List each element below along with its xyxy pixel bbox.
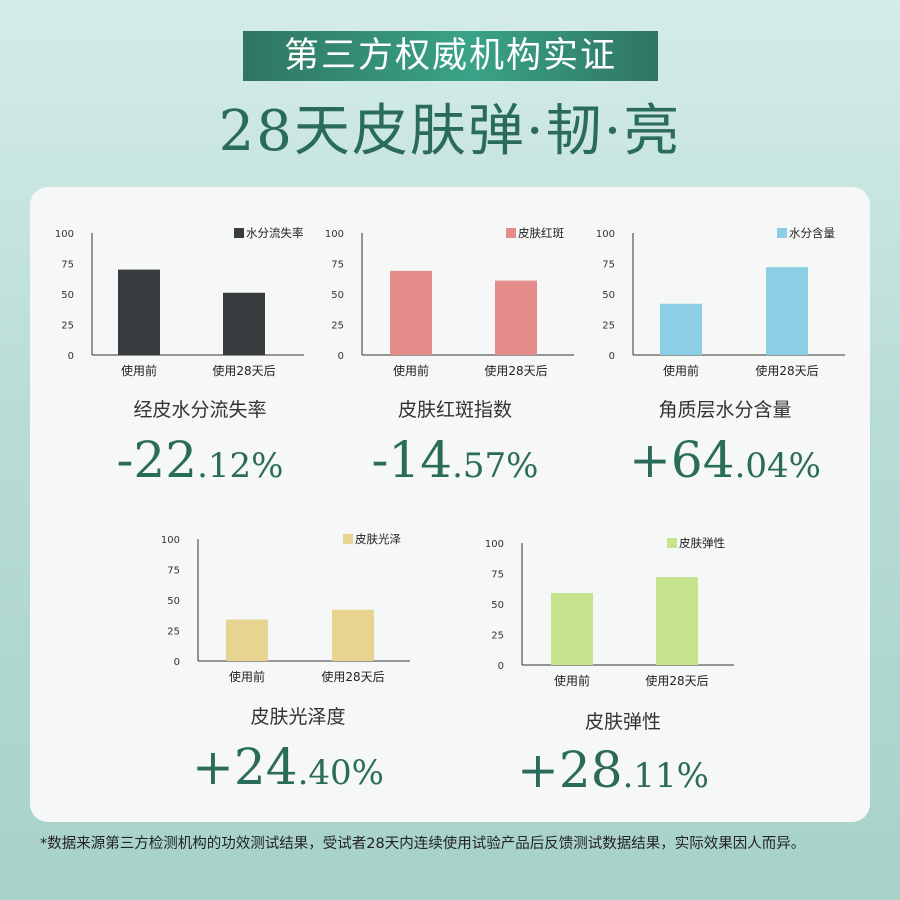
metric-label-3: 皮肤光泽度 bbox=[250, 706, 346, 728]
metric-label-2: 角质层水分含量 bbox=[658, 399, 792, 421]
y-tick-label-2-3: 75 bbox=[602, 260, 615, 271]
legend-swatch-1 bbox=[506, 228, 516, 238]
y-tick-label-4-1: 25 bbox=[491, 631, 504, 642]
legend-swatch-2 bbox=[777, 228, 787, 238]
metric-change-2: +64.04% bbox=[595, 430, 855, 496]
metric-change-4: +28.11% bbox=[483, 740, 743, 806]
x-tick-label-0-1: 使用28天后 bbox=[212, 363, 275, 378]
x-tick-label-4-1: 使用28天后 bbox=[645, 673, 708, 688]
metric-label-4: 皮肤弹性 bbox=[584, 711, 661, 733]
y-tick-label-3-4: 100 bbox=[161, 535, 180, 546]
metric-change-main-0: -22 bbox=[116, 431, 198, 489]
bar-4-0 bbox=[551, 593, 593, 665]
legend-label-4: 皮肤弹性 bbox=[679, 536, 725, 550]
y-tick-label-1-3: 75 bbox=[331, 260, 344, 271]
y-tick-label-2-4: 100 bbox=[596, 229, 615, 240]
y-tick-label-4-4: 100 bbox=[485, 539, 504, 550]
y-tick-label-0-4: 100 bbox=[55, 229, 74, 240]
y-tick-label-0-3: 75 bbox=[61, 260, 74, 271]
legend-label-1: 皮肤红斑 bbox=[518, 226, 564, 240]
legend-swatch-3 bbox=[343, 534, 353, 544]
bar-0-0 bbox=[118, 269, 160, 355]
metric-change-main-3: +24 bbox=[192, 738, 298, 796]
bar-3-0 bbox=[226, 619, 268, 661]
y-tick-label-1-0: 0 bbox=[338, 351, 344, 362]
y-tick-label-0-1: 25 bbox=[61, 321, 74, 332]
legend-swatch-4 bbox=[667, 538, 677, 548]
legend-label-2: 水分含量 bbox=[789, 226, 835, 240]
y-tick-label-0-2: 50 bbox=[61, 290, 74, 301]
y-tick-label-4-2: 50 bbox=[491, 600, 504, 611]
metric-label-0: 经皮水分流失率 bbox=[133, 399, 267, 421]
y-tick-label-2-0: 0 bbox=[609, 351, 615, 362]
headline: 28天皮肤弹·韧·亮 bbox=[218, 99, 682, 164]
metric-change-0: -22.12% bbox=[70, 430, 330, 496]
y-tick-label-1-2: 50 bbox=[331, 290, 344, 301]
y-tick-label-4-3: 75 bbox=[491, 570, 504, 581]
footnote: *数据来源第三方检测机构的功效测试结果，受试者28天内连续使用试验产品后反馈测试… bbox=[40, 836, 806, 852]
metric-change-1: -14.57% bbox=[325, 430, 585, 496]
x-tick-label-2-0: 使用前 bbox=[663, 363, 699, 378]
y-tick-label-3-1: 25 bbox=[167, 627, 180, 638]
bar-2-0 bbox=[660, 303, 702, 355]
x-tick-label-1-1: 使用28天后 bbox=[484, 363, 547, 378]
y-tick-label-3-3: 75 bbox=[167, 566, 180, 577]
x-tick-label-4-0: 使用前 bbox=[554, 673, 590, 688]
bar-2-1 bbox=[766, 267, 808, 355]
x-tick-label-2-1: 使用28天后 bbox=[755, 363, 818, 378]
y-tick-label-0-0: 0 bbox=[68, 351, 74, 362]
x-tick-label-3-0: 使用前 bbox=[229, 669, 265, 684]
x-tick-label-0-0: 使用前 bbox=[121, 363, 157, 378]
x-tick-label-3-1: 使用28天后 bbox=[321, 669, 384, 684]
y-tick-label-2-1: 25 bbox=[602, 321, 615, 332]
y-tick-label-1-1: 25 bbox=[331, 321, 344, 332]
metric-change-main-1: -14 bbox=[371, 431, 453, 489]
badge-title: 第三方权威机构实证 bbox=[243, 31, 658, 81]
y-tick-label-2-2: 50 bbox=[602, 290, 615, 301]
x-tick-label-1-0: 使用前 bbox=[393, 363, 429, 378]
metric-change-frac-3: .40% bbox=[297, 753, 384, 793]
bar-1-0 bbox=[390, 270, 432, 355]
y-tick-label-3-0: 0 bbox=[174, 657, 180, 668]
y-tick-label-1-4: 100 bbox=[325, 229, 344, 240]
metric-change-main-4: +28 bbox=[517, 741, 623, 799]
legend-swatch-0 bbox=[234, 228, 244, 238]
legend-label-3: 皮肤光泽 bbox=[355, 532, 401, 546]
metric-change-frac-2: .04% bbox=[734, 446, 821, 486]
y-tick-label-3-2: 50 bbox=[167, 596, 180, 607]
bar-0-1 bbox=[223, 292, 265, 355]
metric-change-3: +24.40% bbox=[158, 737, 418, 803]
y-tick-label-4-0: 0 bbox=[498, 661, 504, 672]
metric-change-frac-4: .11% bbox=[622, 756, 709, 796]
metric-label-1: 皮肤红斑指数 bbox=[397, 399, 512, 421]
legend-label-0: 水分流失率 bbox=[246, 226, 304, 240]
bar-1-1 bbox=[495, 280, 537, 355]
bar-4-1 bbox=[656, 577, 698, 665]
metric-change-frac-0: .12% bbox=[197, 446, 284, 486]
bar-3-1 bbox=[332, 609, 374, 661]
results-card bbox=[30, 187, 870, 822]
metric-change-main-2: +64 bbox=[629, 431, 735, 489]
metric-change-frac-1: .57% bbox=[452, 446, 539, 486]
